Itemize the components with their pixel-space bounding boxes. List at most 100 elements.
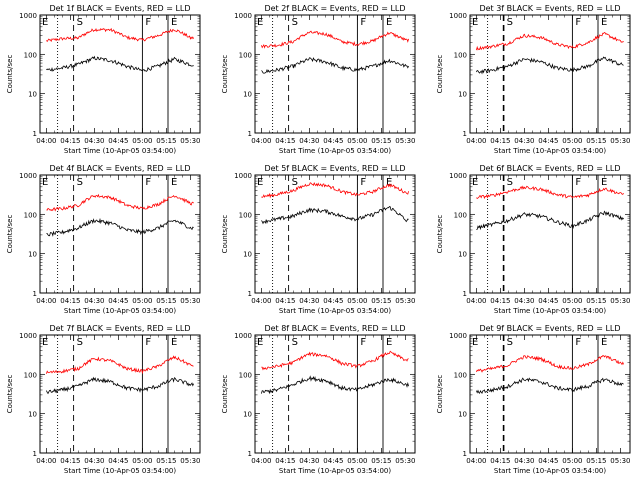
x-tick-label: 04:00 [466,297,486,305]
x-tick-label: 05:30 [610,137,630,145]
y-tick-label: 1 [248,130,252,138]
y-axis-label: Counts/sec [6,375,14,414]
panel-title: Det 6f BLACK = Events, RED = LLD [479,164,620,173]
events-series-line [261,57,409,74]
marker-label: F [575,337,581,348]
panel-det-9: Det 9f BLACK = Events, RED = LLD 1 10 100 10… [436,324,631,475]
x-axis-label: Start Time (10-Apr-05 03:54:00) [64,467,176,475]
x-tick-label: 04:45 [108,137,128,145]
x-tick-label: 04:30 [299,297,319,305]
lld-series-line [261,181,409,199]
marker-label: S [507,17,513,28]
y-tick-label: 1 [248,450,252,458]
plot-frame [469,334,631,454]
x-tick-label: 05:30 [395,457,415,465]
x-tick-label: 05:15 [586,137,606,145]
y-tick-label: 10 [458,91,467,99]
marker-label: F [360,177,366,188]
y-tick-label: 1000 [19,172,37,180]
x-tick-label: 04:00 [251,137,271,145]
y-tick-label: 10 [243,91,252,99]
y-axis-label: Counts/sec [221,375,229,414]
marker-label: E [171,17,177,28]
panel-det-1: Det 1f BLACK = Events, RED = LLD 1 10 100 10… [6,4,201,155]
x-tick-label: 04:15 [60,137,80,145]
x-axis-label: Start Time (10-Apr-05 03:54:00) [279,467,391,475]
y-tick-label: 100 [454,51,467,59]
x-tick-label: 05:00 [347,137,367,145]
y-tick-label: 10 [28,411,37,419]
y-tick-label: 1 [463,130,467,138]
x-tick-label: 04:00 [251,297,271,305]
x-tick-label: 05:00 [562,297,582,305]
y-tick-label: 10 [458,411,467,419]
y-tick-label: 100 [24,371,37,379]
y-axis-label: Counts/sec [436,375,444,414]
marker-label: F [575,177,581,188]
panel-title: Det 7f BLACK = Events, RED = LLD [49,324,190,333]
y-axis-label: Counts/sec [6,215,14,254]
y-tick-label: 100 [24,211,37,219]
marker-label: S [507,337,513,348]
lld-series-line [476,32,624,51]
x-axis-label: Start Time (10-Apr-05 03:54:00) [64,147,176,155]
y-tick-label: 10 [28,251,37,259]
x-tick-label: 04:00 [466,137,486,145]
events-series-line [46,376,194,395]
x-tick-label: 04:15 [60,457,80,465]
marker-label: S [292,17,298,28]
y-tick-label: 1 [33,450,37,458]
plot-frame [39,14,201,134]
y-axis-label: Counts/sec [436,215,444,254]
x-tick-label: 05:30 [610,297,630,305]
x-tick-label: 04:30 [514,457,534,465]
panel-det-8: Det 8f BLACK = Events, RED = LLD 1 10 100 10… [221,324,416,475]
panel-title: Det 9f BLACK = Events, RED = LLD [479,324,620,333]
x-tick-label: 05:30 [180,137,200,145]
marker-label: F [145,177,151,188]
x-tick-label: 04:30 [299,457,319,465]
x-tick-label: 04:15 [490,297,510,305]
x-tick-label: 05:15 [586,457,606,465]
x-tick-label: 04:45 [538,457,558,465]
y-tick-label: 10 [458,251,467,259]
marker-label: E [601,17,607,28]
y-tick-label: 10 [243,411,252,419]
x-tick-label: 05:00 [347,297,367,305]
y-tick-label: 1000 [449,12,467,20]
y-tick-label: 1 [463,450,467,458]
x-tick-label: 05:00 [347,457,367,465]
marker-label: S [77,337,83,348]
marker-label: E [257,337,263,348]
events-series-line [261,375,409,395]
x-tick-label: 04:15 [60,297,80,305]
events-series-line [476,210,624,231]
y-tick-label: 100 [454,371,467,379]
y-tick-label: 100 [24,51,37,59]
x-tick-label: 04:00 [466,457,486,465]
panel-det-7: Det 7f BLACK = Events, RED = LLD 1 10 100 10… [6,324,201,475]
marker-label: E [472,337,478,348]
x-tick-label: 04:45 [538,137,558,145]
y-tick-label: 100 [239,371,252,379]
x-tick-label: 04:15 [490,457,510,465]
plot-frame [254,334,416,454]
marker-label: E [472,177,478,188]
x-tick-label: 05:30 [610,457,630,465]
lld-series-line [476,355,624,373]
marker-label: E [601,337,607,348]
marker-label: S [292,337,298,348]
lld-series-line [46,355,194,375]
y-axis-label: Counts/sec [221,215,229,254]
panel-title: Det 1f BLACK = Events, RED = LLD [49,4,190,13]
x-tick-label: 05:15 [371,297,391,305]
x-axis-label: Start Time (10-Apr-05 03:54:00) [494,467,606,475]
x-tick-label: 05:30 [395,297,415,305]
x-tick-label: 05:15 [156,137,176,145]
x-tick-label: 04:45 [323,457,343,465]
x-tick-label: 05:30 [180,457,200,465]
marker-label: E [257,17,263,28]
x-tick-label: 04:45 [108,297,128,305]
x-tick-label: 04:15 [275,297,295,305]
x-axis-label: Start Time (10-Apr-05 03:54:00) [494,147,606,155]
